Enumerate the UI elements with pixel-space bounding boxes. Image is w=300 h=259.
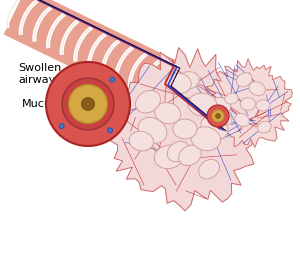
Polygon shape — [203, 59, 292, 148]
Text: Swollen
airway: Swollen airway — [18, 63, 67, 87]
Circle shape — [46, 62, 130, 146]
Ellipse shape — [236, 73, 252, 87]
Ellipse shape — [249, 82, 265, 96]
Polygon shape — [110, 48, 263, 211]
Circle shape — [59, 124, 64, 129]
Polygon shape — [158, 75, 220, 124]
Ellipse shape — [136, 90, 160, 113]
Ellipse shape — [235, 113, 249, 127]
Ellipse shape — [199, 159, 219, 179]
Circle shape — [212, 110, 224, 122]
Circle shape — [216, 114, 220, 118]
Circle shape — [207, 105, 229, 127]
Text: Mucus: Mucus — [22, 99, 71, 109]
Ellipse shape — [188, 93, 217, 116]
Ellipse shape — [167, 141, 189, 162]
Ellipse shape — [173, 119, 197, 139]
Ellipse shape — [257, 121, 271, 133]
Ellipse shape — [256, 100, 270, 111]
Ellipse shape — [138, 117, 167, 143]
Circle shape — [110, 77, 115, 82]
Ellipse shape — [129, 131, 154, 151]
Ellipse shape — [177, 71, 199, 89]
Ellipse shape — [165, 73, 191, 94]
Circle shape — [82, 98, 94, 110]
Ellipse shape — [154, 145, 184, 169]
Ellipse shape — [155, 103, 181, 124]
Circle shape — [62, 78, 114, 130]
Polygon shape — [4, 0, 176, 107]
Ellipse shape — [201, 116, 228, 139]
Circle shape — [108, 128, 112, 133]
Ellipse shape — [219, 114, 232, 125]
Ellipse shape — [225, 93, 238, 104]
Circle shape — [69, 85, 107, 123]
Ellipse shape — [179, 145, 201, 166]
Ellipse shape — [240, 98, 256, 110]
Ellipse shape — [207, 97, 231, 116]
Ellipse shape — [191, 127, 220, 151]
